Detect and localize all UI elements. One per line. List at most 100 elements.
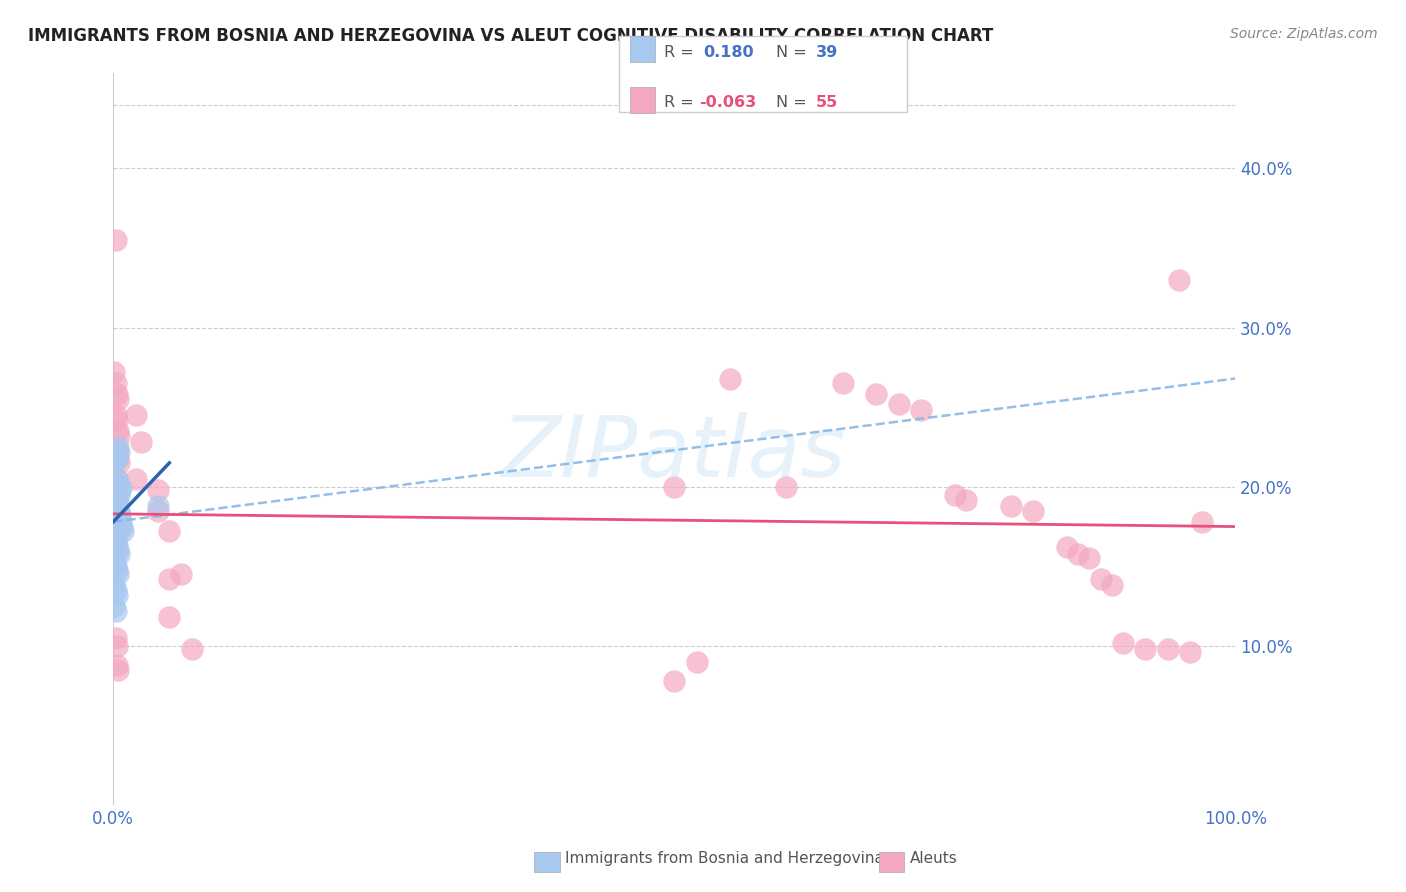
Point <box>887 397 910 411</box>
Point <box>103 556 125 570</box>
Point <box>108 503 131 517</box>
Point <box>108 456 131 470</box>
Point <box>104 547 127 561</box>
Point <box>107 392 129 407</box>
Point <box>107 543 129 558</box>
Point <box>1056 541 1078 555</box>
Point <box>112 524 135 539</box>
Point <box>105 639 128 653</box>
Point <box>105 451 128 466</box>
Point <box>104 233 127 247</box>
Point <box>1112 636 1135 650</box>
Point <box>105 472 128 486</box>
Point <box>718 371 741 385</box>
Point <box>107 476 129 491</box>
Point <box>105 499 128 513</box>
Point <box>105 472 128 486</box>
Point <box>103 578 125 592</box>
Point <box>1135 642 1157 657</box>
Point <box>1090 572 1112 586</box>
Point <box>1101 578 1123 592</box>
Point <box>104 488 127 502</box>
Point <box>108 523 131 537</box>
Point <box>103 524 125 539</box>
Point <box>105 413 128 427</box>
Point <box>108 488 131 502</box>
Point <box>107 476 129 491</box>
Point <box>104 559 127 574</box>
Point <box>103 599 125 614</box>
Point <box>104 583 127 598</box>
Point <box>104 480 127 494</box>
Point <box>105 658 128 673</box>
Point <box>105 515 128 529</box>
Point <box>104 631 127 645</box>
Point <box>103 508 125 523</box>
Text: IMMIGRANTS FROM BOSNIA AND HERZEGOVINA VS ALEUT COGNITIVE DISABILITY CORRELATION: IMMIGRANTS FROM BOSNIA AND HERZEGOVINA V… <box>28 27 994 45</box>
Point <box>169 567 191 582</box>
Text: Aleuts: Aleuts <box>910 851 957 865</box>
Point <box>157 572 180 586</box>
Point <box>104 508 127 523</box>
Point <box>910 403 932 417</box>
Point <box>105 492 128 507</box>
Point <box>104 511 127 525</box>
Text: Source: ZipAtlas.com: Source: ZipAtlas.com <box>1230 27 1378 41</box>
Point <box>664 673 686 688</box>
Point <box>103 365 125 379</box>
Point <box>111 519 134 533</box>
Point <box>104 448 127 462</box>
Point <box>1191 515 1213 529</box>
Point <box>107 567 129 582</box>
Point <box>104 440 127 454</box>
Point <box>1078 551 1101 566</box>
Point <box>103 456 125 470</box>
Point <box>104 376 127 391</box>
Point <box>1022 503 1045 517</box>
Text: -0.063: -0.063 <box>699 95 756 111</box>
Point <box>865 387 887 401</box>
Point <box>131 435 153 450</box>
Point <box>110 515 132 529</box>
Point <box>146 483 169 497</box>
Point <box>108 508 131 523</box>
Point <box>1168 273 1191 287</box>
Point <box>1067 547 1090 561</box>
Point <box>103 541 125 555</box>
Point <box>108 429 131 443</box>
Point <box>775 480 797 494</box>
Point <box>108 483 131 497</box>
Text: 55: 55 <box>815 95 838 111</box>
Text: N =: N = <box>776 95 807 111</box>
Point <box>125 472 148 486</box>
Point <box>107 424 129 438</box>
Point <box>107 519 129 533</box>
Point <box>125 408 148 422</box>
Point <box>955 492 977 507</box>
Point <box>107 663 129 677</box>
Point <box>1157 642 1180 657</box>
Point <box>108 444 131 458</box>
Text: 39: 39 <box>815 45 838 60</box>
Point <box>104 535 127 549</box>
Text: Immigrants from Bosnia and Herzegovina: Immigrants from Bosnia and Herzegovina <box>565 851 884 865</box>
Point <box>664 480 686 494</box>
Point <box>686 655 709 669</box>
Point <box>943 488 966 502</box>
Point <box>103 488 125 502</box>
Point <box>180 642 202 657</box>
Point <box>107 451 129 466</box>
Point <box>107 440 129 454</box>
Text: R =: R = <box>664 95 693 111</box>
Point <box>107 496 129 510</box>
Point <box>105 588 128 602</box>
Point <box>146 499 169 513</box>
Point <box>108 547 131 561</box>
Point <box>105 539 128 553</box>
Point <box>105 387 128 401</box>
Point <box>104 604 127 618</box>
Point <box>104 492 127 507</box>
Point <box>104 531 127 545</box>
Point <box>157 610 180 624</box>
Text: ZIPatlas: ZIPatlas <box>502 412 846 495</box>
